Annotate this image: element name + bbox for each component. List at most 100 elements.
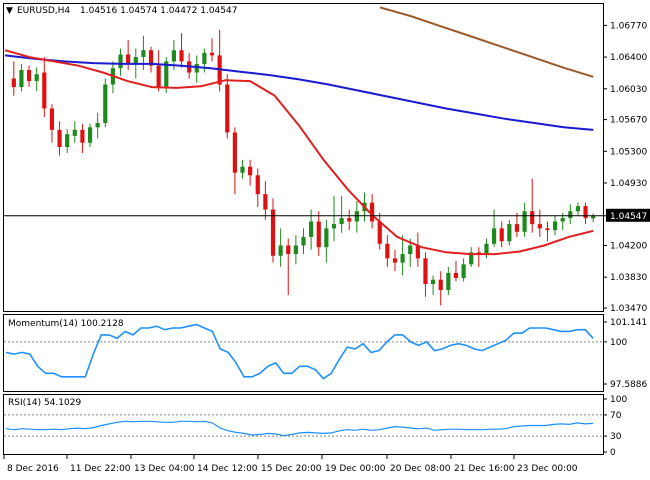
price-panel-frame (3, 3, 604, 312)
rsi-tick-label: 0 (610, 448, 616, 458)
candle-body (514, 224, 520, 232)
price-tick-label: 1.04200 (610, 241, 647, 251)
rsi-panel: 100 70 30 0 (4, 395, 627, 458)
candle-body (522, 211, 527, 232)
candle-body (263, 194, 268, 210)
candle-body (65, 134, 70, 148)
momentum-tick-label: 100 (610, 338, 627, 348)
candle-body (316, 221, 321, 248)
candle-body (507, 224, 512, 242)
candle-body (118, 54, 123, 69)
header-symbol: EURUSD,H4 (17, 6, 70, 16)
candle-body (141, 50, 146, 58)
candle-body (202, 52, 207, 64)
time-tick-label: 23 Dec 00:00 (517, 464, 578, 474)
candle-body (438, 279, 443, 291)
moving-averages (4, 6, 594, 256)
momentum-tick-label: 97.5886 (610, 380, 647, 390)
candlestick-series (11, 29, 596, 306)
time-tick-label: 8 Dec 2016 (7, 464, 59, 474)
candle-body (26, 69, 32, 82)
candle-body (156, 65, 161, 88)
candle-body (491, 228, 497, 244)
header-caret: ▼ (6, 6, 13, 16)
price-tick-label: 1.03470 (610, 304, 647, 314)
price-axis: 1.06770 1.06400 1.06030 1.05670 1.05300 1.049… (603, 21, 650, 314)
candle-body (568, 211, 573, 219)
candle-body (591, 215, 596, 219)
candle-body (339, 218, 344, 225)
ma-fast-line (4, 49, 594, 256)
time-tick-label: 19 Dec 00:00 (325, 464, 386, 474)
candle-body (270, 209, 276, 256)
candle-body (171, 50, 176, 62)
price-tick-label: 1.06400 (610, 53, 647, 63)
candle-body (552, 221, 558, 231)
price-tick-label: 1.05670 (610, 116, 647, 126)
candle-body (537, 224, 542, 229)
price-tick-label: 1.06030 (610, 85, 647, 95)
candle-body (34, 74, 39, 82)
candle-body (415, 245, 420, 259)
rsi-line (5, 420, 594, 437)
price-tick-label: 1.06770 (610, 21, 647, 31)
candle-body (370, 202, 375, 222)
header-ohlc: 1.04516 1.04574 1.04472 1.04547 (80, 6, 237, 16)
candle-body (453, 272, 459, 279)
candle-body (530, 211, 535, 225)
candle-body (278, 245, 283, 256)
candle-body (49, 108, 55, 130)
candle-body (11, 78, 16, 88)
time-tick-label: 21 Dec 16:00 (454, 464, 515, 474)
candle-body (232, 132, 237, 173)
candle-body (377, 221, 382, 244)
candle-body (309, 221, 314, 237)
price-tick-label: 1.03830 (610, 273, 647, 283)
rsi-title: RSI(14) 54.1029 (8, 398, 81, 408)
candle-body (431, 279, 436, 285)
candle-body (164, 61, 169, 88)
momentum-panel: 101.141 100 97.5886 (4, 318, 647, 390)
current-price-badge (606, 208, 650, 222)
candle-body (575, 206, 581, 212)
candle-body (95, 123, 100, 128)
candle-body (80, 129, 85, 143)
candle-body (400, 254, 405, 263)
momentum-tick-label: 101.141 (610, 318, 647, 328)
time-tick-label: 20 Dec 08:00 (390, 464, 451, 474)
candle-body (446, 272, 451, 291)
candle-body (392, 258, 398, 263)
candle-body (209, 52, 215, 56)
candle-body (331, 224, 337, 229)
rsi-tick-label: 70 (610, 411, 622, 421)
candle-body (148, 50, 154, 66)
rsi-tick-label: 30 (610, 432, 622, 442)
candle-body (583, 206, 588, 219)
candle-body (461, 264, 466, 279)
time-tick-label: 15 Dec 20:00 (261, 464, 322, 474)
candle-body (194, 63, 199, 73)
candle-body (87, 127, 93, 143)
candle-body (293, 245, 298, 255)
candle-body (255, 175, 260, 195)
rsi-tick-label: 100 (610, 395, 627, 405)
momentum-line (5, 323, 594, 380)
candle-body (408, 245, 413, 255)
candle-body (248, 166, 253, 176)
candle-body (354, 211, 359, 222)
time-tick-label: 14 Dec 12:00 (197, 464, 258, 474)
candle-body (499, 228, 504, 242)
ma-slow-line (379, 6, 594, 78)
candle-body (225, 84, 230, 133)
candle-body (240, 166, 245, 173)
candle-body (72, 129, 77, 136)
candle-body (126, 54, 131, 64)
candle-body (469, 252, 474, 265)
price-tick-label: 1.04930 (610, 179, 647, 189)
candle-body (103, 84, 108, 124)
momentum-title: Momentum(14) 100.2128 (8, 319, 124, 329)
candle-body (19, 69, 24, 88)
rsi-panel-frame (3, 394, 604, 455)
candle-body (179, 50, 184, 62)
